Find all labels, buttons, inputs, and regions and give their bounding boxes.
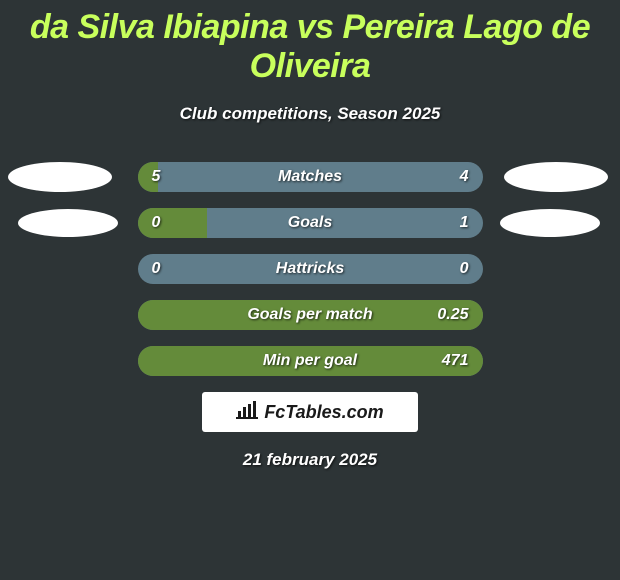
player2-ellipse	[500, 209, 600, 237]
logo-text: FcTables.com	[264, 402, 383, 423]
stat-value-right: 4	[460, 168, 469, 186]
stat-value-right: 0.25	[437, 306, 468, 324]
stat-bar: 5 Matches 4	[138, 162, 483, 192]
stat-label: Matches	[278, 168, 342, 186]
stat-label: Hattricks	[276, 260, 344, 278]
stat-bar: Goals per match 0.25	[138, 300, 483, 330]
stat-value-right: 471	[442, 352, 469, 370]
subtitle: Club competitions, Season 2025	[0, 104, 620, 124]
player1-ellipse	[8, 162, 112, 192]
stat-value-right: 0	[460, 260, 469, 278]
stat-row: 5 Matches 4	[0, 162, 620, 192]
stat-value-right: 1	[460, 214, 469, 232]
player1-ellipse	[18, 209, 118, 237]
player2-ellipse	[504, 162, 608, 192]
stat-row: 0 Goals 1	[0, 208, 620, 238]
stat-row: Goals per match 0.25	[0, 300, 620, 330]
stat-value-left: 0	[152, 260, 161, 278]
stat-value-left: 0	[152, 214, 161, 232]
page-title: da Silva Ibiapina vs Pereira Lago de Oli…	[0, 0, 620, 86]
stat-label: Goals	[288, 214, 332, 232]
stat-bar: 0 Goals 1	[138, 208, 483, 238]
comparison-widget: da Silva Ibiapina vs Pereira Lago de Oli…	[0, 0, 620, 580]
bar-fill-left	[138, 208, 207, 238]
stat-row: Min per goal 471	[0, 346, 620, 376]
logo-box[interactable]: FcTables.com	[202, 392, 418, 432]
stats-rows: 5 Matches 4 0 Goals 1 0 Hattricks 0 Goals per mat…	[0, 162, 620, 376]
stat-row: 0 Hattricks 0	[0, 254, 620, 284]
stat-value-left: 5	[152, 168, 161, 186]
stat-label: Min per goal	[263, 352, 357, 370]
stat-bar: 0 Hattricks 0	[138, 254, 483, 284]
stat-bar: Min per goal 471	[138, 346, 483, 376]
date-label: 21 february 2025	[0, 450, 620, 470]
stat-label: Goals per match	[247, 306, 372, 324]
chart-icon	[236, 401, 258, 424]
